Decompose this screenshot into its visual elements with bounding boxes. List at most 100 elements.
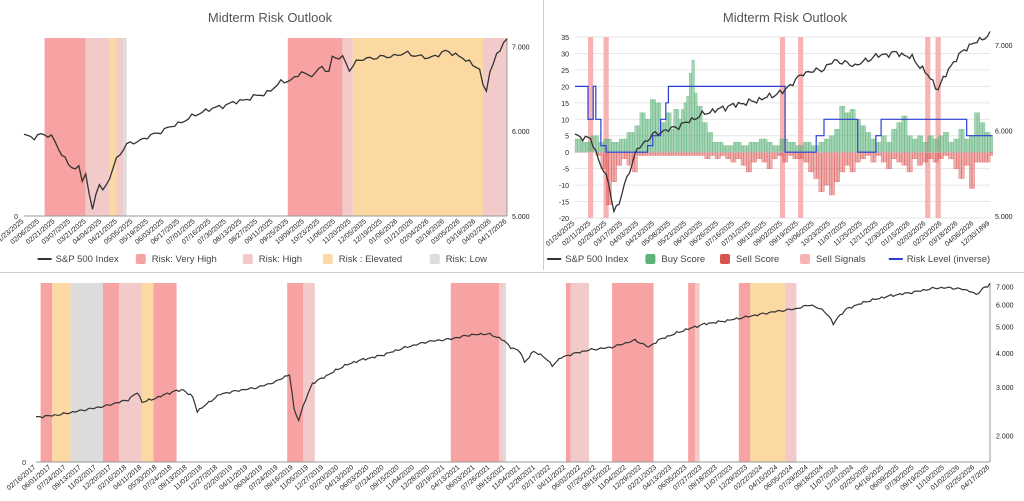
sp500-line [23, 38, 508, 210]
buy-score-bar [953, 138, 957, 153]
left-axis-tick: -15 [559, 200, 569, 207]
sell-signal-band [925, 37, 931, 218]
sell-score-bar [618, 152, 623, 166]
sell-score-bar [940, 152, 944, 159]
right-axis-tick: 6.000 [512, 129, 530, 136]
sell-score-bar [613, 152, 617, 182]
buy-score-bar [912, 138, 916, 153]
sell-score-bar [842, 152, 846, 173]
sell-score-bar [816, 152, 820, 179]
sell-score-bar [914, 152, 918, 159]
buy-score-bar [979, 122, 983, 153]
buy-score-bar [621, 138, 625, 153]
sell-score-bar [735, 152, 739, 159]
buy-score-bar [673, 109, 677, 153]
buy-score-bar [878, 142, 882, 153]
sell-score-bar [603, 152, 607, 169]
buy-score-bar [925, 142, 929, 153]
buy-score-bar [797, 145, 802, 153]
left-axis-tick: 20 [561, 84, 569, 91]
legend-swatch [135, 254, 146, 264]
sell-score-bar [852, 152, 856, 173]
risk-band [503, 283, 507, 462]
left-axis-tick: 10 [561, 117, 569, 124]
buy-score-bar [777, 145, 781, 153]
buy-score-bar [842, 105, 846, 153]
left-axis-tick: -20 [559, 216, 569, 223]
buy-score-bar [582, 142, 586, 153]
sell-score-bar [844, 152, 848, 166]
sell-score-bar [912, 152, 916, 159]
buy-score-bar [950, 142, 955, 153]
sell-score-bar [909, 152, 913, 173]
buy-score-bar [847, 112, 851, 153]
buy-score-bar [867, 132, 872, 153]
right-axis-tick: 3.000 [996, 385, 1014, 392]
risk-band [52, 283, 71, 462]
sell-score-bar [808, 152, 812, 173]
sell-score-bar [906, 152, 910, 173]
sell-score-bar [888, 152, 892, 169]
buy-score-bar [958, 128, 962, 153]
sell-score-bar [927, 152, 931, 159]
risk-band [483, 38, 507, 216]
sell-score-bar [922, 152, 926, 163]
sell-score-bar [821, 152, 825, 192]
sell-score-bar [834, 152, 838, 182]
buy-score-bar [976, 112, 980, 153]
buy-score-bar [631, 132, 636, 153]
risk-score-chart: Midterm Risk Outlook 35 30 25 20 15 10 5 0 -5 -10… [545, 10, 1013, 265]
buy-score-bar [971, 135, 975, 153]
right-axis-tick: 5.000 [512, 214, 530, 221]
sell-score-bar [717, 152, 721, 159]
sell-score-bar [948, 152, 952, 159]
risk-band [287, 38, 343, 216]
legend-swatch [720, 254, 730, 264]
right-axis-tick: 2.000 [996, 433, 1014, 440]
buy-score-bar [821, 142, 825, 153]
risk-band [750, 283, 785, 462]
buy-score-bar [764, 138, 768, 153]
sell-score-bar [873, 152, 877, 163]
sell-signal-band [587, 37, 594, 218]
sell-score-bar [971, 152, 975, 189]
sell-score-bar [784, 152, 789, 163]
sell-score-bar [976, 152, 980, 163]
long-term-risk-chart: 07.0006.0005.0004.0003.0002.00002/16/201… [6, 282, 1014, 492]
sell-score-bar [782, 152, 786, 163]
sell-score-bar [792, 152, 796, 159]
risk-band [287, 283, 304, 462]
sell-score-bar [953, 152, 957, 169]
sell-score-bar [769, 152, 773, 169]
sell-score-bar [774, 152, 778, 159]
chart-panel-top-right: Midterm Risk Outlook 35 30 25 20 15 10 5 0 -5 -10… [545, 0, 1024, 268]
chart-panel-bottom: 0 7.000 6.000 5.000 4.000 3.000 2.000 02/16/201… [0, 277, 1024, 496]
sell-score-bar [854, 152, 859, 163]
risk-band [142, 283, 154, 462]
sell-score-bar [966, 152, 970, 166]
sell-score-bar [823, 152, 827, 186]
legend-label: Risk: Low [446, 254, 487, 265]
sell-score-bar [847, 152, 851, 166]
buy-score-bar [805, 142, 809, 153]
sell-score-bar [738, 152, 742, 159]
sell-score-bar [862, 152, 866, 159]
sell-score-bar [969, 152, 973, 189]
legend-label: Risk: Very High [152, 254, 217, 265]
buy-score-bar [893, 128, 897, 153]
sell-score-bar [961, 152, 965, 179]
buy-score-bar [808, 142, 812, 153]
sell-score-bar [899, 152, 903, 163]
sell-score-bar [797, 152, 802, 159]
buy-score-bar [839, 105, 843, 153]
buy-score-bar [836, 128, 840, 153]
buy-score-bar [704, 122, 708, 153]
buy-score-bar [712, 142, 716, 153]
buy-score-bar [738, 142, 742, 153]
sell-score-bar [880, 152, 885, 163]
risk-band [153, 283, 177, 462]
sell-score-bar [984, 152, 988, 163]
buy-score-bar [790, 142, 794, 153]
sell-score-bar [849, 152, 853, 173]
sell-score-bar [748, 152, 752, 173]
